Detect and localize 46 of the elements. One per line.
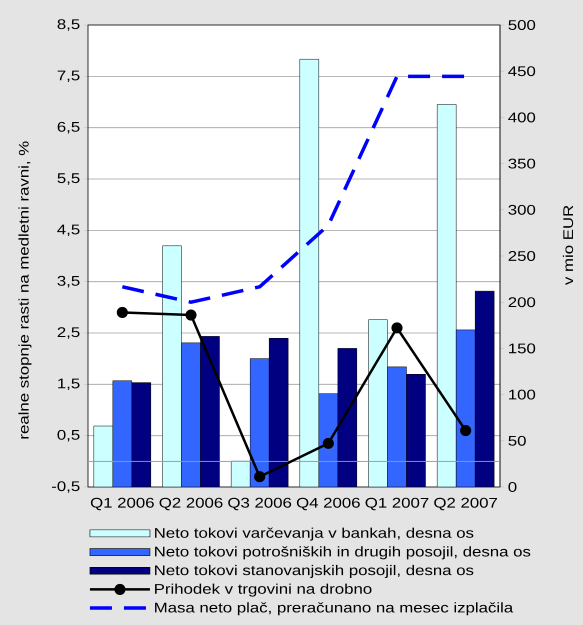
y-tick-label: 0,5 <box>58 430 80 442</box>
point <box>185 309 197 321</box>
point <box>322 438 334 449</box>
point <box>391 322 403 334</box>
bar <box>406 374 426 487</box>
point <box>116 306 128 318</box>
x-tick-label: Q2 2006 <box>160 498 222 510</box>
y-tick-label: 7,5 <box>58 70 80 82</box>
bar <box>132 382 152 487</box>
legend-label: Neto tokovi stanovanjskih posojil, desna os <box>155 564 474 578</box>
y-tick-label: 2,5 <box>58 327 80 339</box>
x-tick-label: Q1 2007 <box>366 498 428 510</box>
x-tick-label: Q2 2007 <box>434 498 498 510</box>
y2-axis-title: v mio EUR <box>562 206 574 285</box>
legend-label: Prihodek v trgovini na drobno <box>155 584 372 597</box>
bar <box>338 348 358 487</box>
x-tick-label: Q3 2006 <box>228 498 292 510</box>
y2-tick-label: 350 <box>508 158 536 169</box>
y2-tick-label: 50 <box>508 436 526 446</box>
y-tick-label: 6,5 <box>58 122 80 134</box>
y-tick-label: 5,5 <box>58 173 80 185</box>
legend-label: Neto tokovi varčevanja v bankah, desna os <box>155 528 474 541</box>
y2-tick-label: 250 <box>508 251 536 261</box>
y2-tick-label: 400 <box>508 112 536 122</box>
y2-tick-label: 0 <box>508 482 516 492</box>
bar <box>268 338 288 487</box>
y-tick-label: 1,5 <box>58 378 80 390</box>
x-tick-label: Q4 2006 <box>296 498 360 510</box>
point <box>460 424 472 436</box>
bar <box>200 336 220 487</box>
y2-tick-label: 100 <box>509 390 536 400</box>
y2-tick-label: 500 <box>508 20 536 30</box>
y-tick-label: 4,5 <box>57 224 80 236</box>
bar <box>474 290 494 487</box>
y-tick-label: 3,5 <box>57 276 80 288</box>
legend-label: Masa neto plač, preračunano na mesec izplačila <box>155 602 514 616</box>
y-axis-title: realne stopnje rasti na medletni ravni, % <box>18 141 32 438</box>
point <box>254 471 266 482</box>
y2-tick-label: 300 <box>508 204 536 215</box>
x-tick-label: Q1 2006 <box>90 498 154 510</box>
y-tick-label: -0,5 <box>52 481 80 493</box>
y2-tick-label: 150 <box>509 343 536 354</box>
y-tick-label: 8,5 <box>58 19 80 31</box>
y2-tick-label: 450 <box>508 66 536 76</box>
legend-label: Neto tokovi potrošniških in drugih posojil, desna os <box>155 546 530 560</box>
y2-tick-label: 200 <box>508 297 536 308</box>
